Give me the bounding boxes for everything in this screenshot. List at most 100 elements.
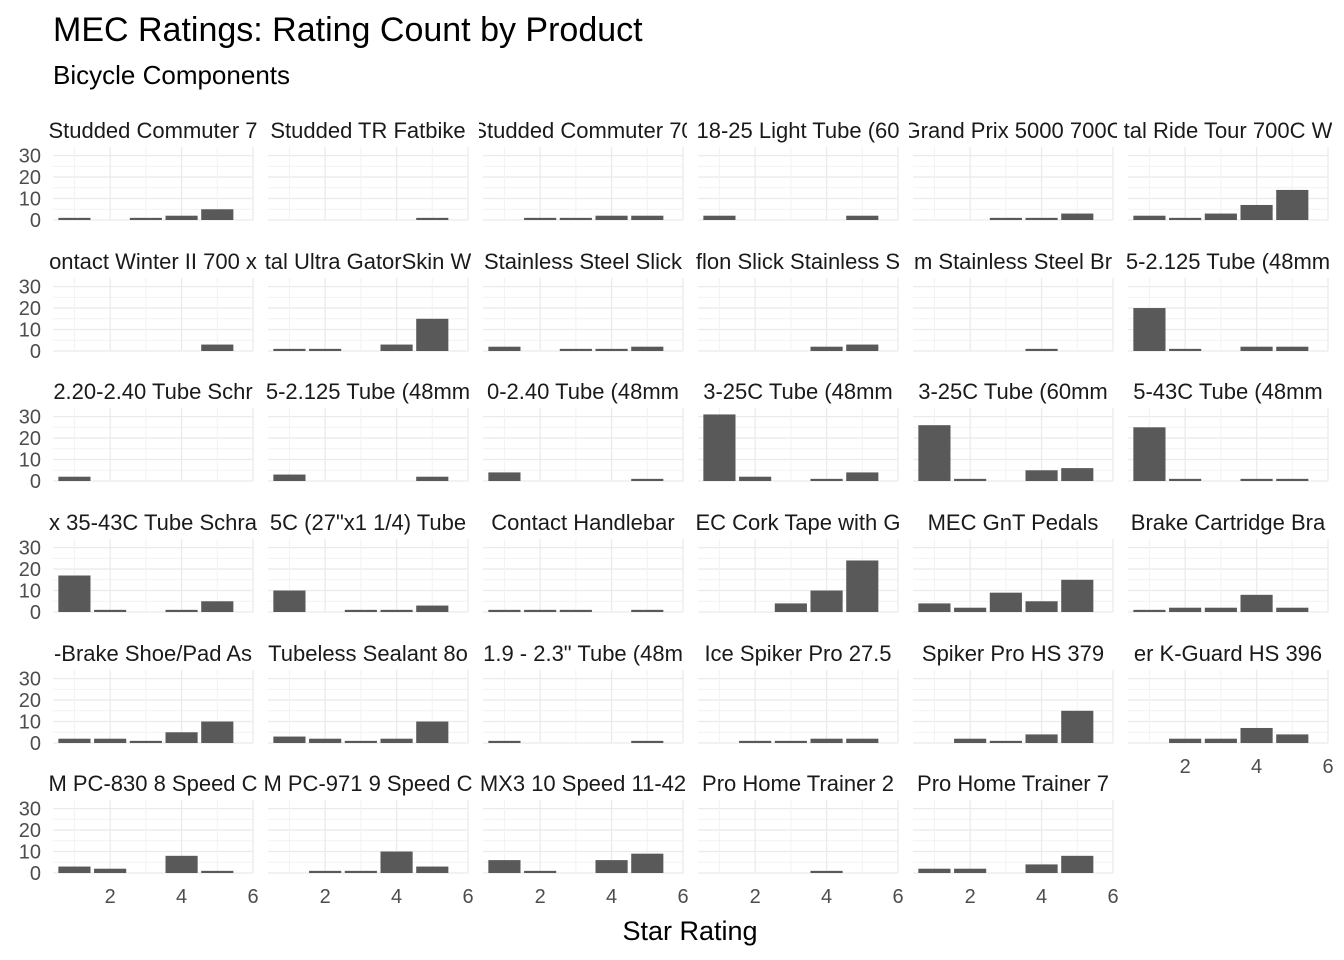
bar	[416, 476, 449, 481]
bar	[1025, 470, 1058, 481]
bar	[703, 414, 736, 481]
facet-panel: Grand Prix 5000 700C	[909, 118, 1117, 221]
facet-panel: 5C (27"x1 1/4) Tube	[268, 510, 469, 613]
x-tick-label: 2	[105, 886, 116, 908]
facet-strip-label: ontact Winter II 700 x	[49, 249, 257, 274]
bar	[201, 870, 234, 873]
bar	[846, 738, 879, 743]
facet-panel: 3-25C Tube (48mm	[698, 379, 899, 482]
bar	[309, 348, 342, 351]
bar	[58, 866, 91, 873]
facet-panel: 18-25 Light Tube (60	[696, 118, 900, 221]
y-tick-label: 0	[30, 210, 41, 232]
facet-strip-label: Ice Spiker Pro 27.5	[704, 641, 891, 666]
chart-title: MEC Ratings: Rating Count by Product	[53, 11, 643, 49]
bar	[810, 590, 843, 612]
bar	[488, 860, 521, 873]
y-tick-label: 10	[19, 320, 41, 342]
facet-strip-label: Tubeless Sealant 8o	[268, 641, 468, 666]
y-tick-label: 20	[19, 690, 41, 712]
bar	[524, 609, 557, 612]
y-tick-label: 20	[19, 167, 41, 189]
y-tick-label: 30	[19, 669, 41, 691]
facet-panel: er K-Guard HS 396 2 4 6	[1128, 641, 1334, 778]
bar	[1169, 217, 1202, 220]
facet-strip-label: Stainless Steel Slick	[484, 249, 683, 274]
facet-panel: 5-43C Tube (48mm	[1128, 379, 1329, 482]
bar	[309, 870, 342, 873]
y-tick-label: 30	[19, 799, 41, 821]
bar	[1025, 601, 1058, 612]
bar	[1240, 346, 1273, 351]
bar	[165, 609, 198, 612]
facet-panel: tal Ultra GatorSkin W	[265, 249, 472, 352]
y-tick-label: 0	[30, 863, 41, 885]
x-tick-label: 4	[606, 886, 617, 908]
facet-strip-label: 1.9 - 2.3" Tube (48m	[483, 641, 683, 666]
bar	[380, 851, 413, 873]
facet-strip-label: 5-43C Tube (48mm	[1133, 379, 1323, 404]
x-tick-label: 2	[535, 886, 546, 908]
bar	[94, 609, 127, 612]
bar	[1133, 308, 1166, 351]
bar	[416, 217, 449, 220]
y-tick-label: 20	[19, 298, 41, 320]
y-tick-label: 10	[19, 581, 41, 603]
facet-panel: Studded TR Fatbike	[268, 118, 469, 221]
facet-panel: EC Cork Tape with G	[695, 510, 901, 613]
x-tick-label: 4	[391, 886, 402, 908]
y-tick-label: 10	[19, 450, 41, 472]
y-tick-label: 20	[19, 428, 41, 450]
bar	[1276, 478, 1309, 481]
bar	[810, 478, 843, 481]
bar	[344, 740, 377, 743]
facet-strip-label: M PC-971 9 Speed C	[263, 771, 472, 796]
facet-panel: Spiker Pro HS 379	[913, 641, 1114, 744]
facet-strip-label: Contact Handlebar	[491, 510, 674, 535]
facet-strip-label: -Brake Shoe/Pad As	[54, 641, 252, 666]
bar	[1169, 738, 1202, 743]
bar	[1061, 213, 1094, 220]
x-tick-label: 6	[462, 886, 473, 908]
bar	[846, 560, 879, 612]
facet-panel: Stainless Steel Slick	[483, 249, 684, 352]
x-tick-label: 2	[1180, 756, 1191, 778]
x-tick-label: 4	[821, 886, 832, 908]
bar	[1025, 734, 1058, 743]
facet-panel: Tubeless Sealant 8o	[268, 641, 469, 744]
x-tick-label: 4	[1251, 756, 1262, 778]
facet-panel: 0-2.40 Tube (48mm	[483, 379, 684, 482]
x-tick-label: 6	[892, 886, 903, 908]
bar	[918, 603, 951, 612]
bar	[380, 344, 413, 351]
bar	[1240, 727, 1273, 743]
bar	[524, 217, 557, 220]
bar	[1133, 427, 1166, 481]
facet-strip-label: 5C (27"x1 1/4) Tube	[270, 510, 466, 535]
bar	[129, 217, 162, 220]
bar	[1169, 607, 1202, 612]
bar	[810, 738, 843, 743]
bar	[989, 592, 1022, 612]
bar	[488, 740, 521, 743]
bar	[58, 575, 91, 612]
bar	[1240, 478, 1273, 481]
y-tick-label: 10	[19, 189, 41, 211]
bar	[954, 738, 987, 743]
y-tick-label: 10	[19, 842, 41, 864]
bar	[810, 346, 843, 351]
facet-panel: tal Ride Tour 700C W	[1124, 118, 1332, 221]
facet-strip-label: er K-Guard HS 396	[1134, 641, 1322, 666]
facet-panel: m Stainless Steel Br	[913, 249, 1114, 352]
facet-strip-label: MEC GnT Pedals	[928, 510, 1099, 535]
facet-strip-label: Pro Home Trainer 2	[702, 771, 894, 796]
y-tick-label: 30	[19, 277, 41, 299]
facet-strip-label: 3-25C Tube (60mm	[918, 379, 1108, 404]
bar	[165, 855, 198, 873]
bar	[846, 215, 879, 220]
y-tick-label: 0	[30, 733, 41, 755]
